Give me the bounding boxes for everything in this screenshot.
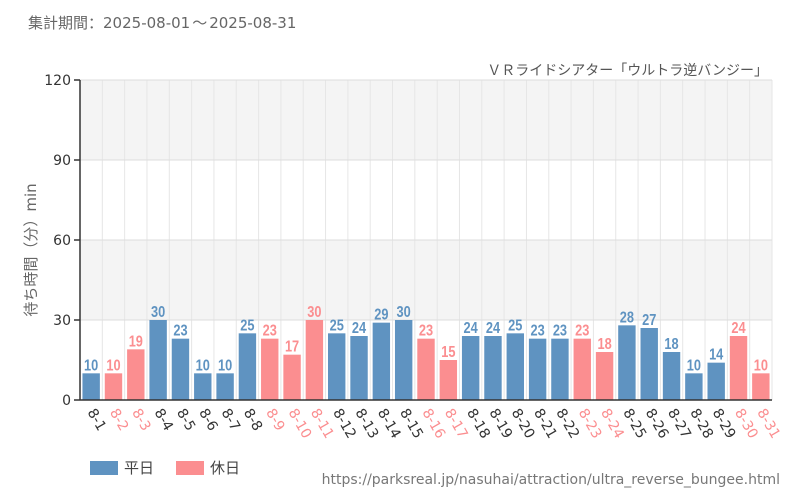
bar-8-25 bbox=[618, 325, 636, 400]
x-tick-label: 8-31 bbox=[753, 406, 783, 442]
bar-8-2 bbox=[104, 373, 123, 400]
value-label: 24 bbox=[731, 320, 745, 338]
bar-8-23 bbox=[573, 338, 591, 400]
period-start: 2025-08-01 bbox=[103, 14, 191, 32]
value-label: 24 bbox=[352, 320, 366, 338]
x-tick-label: 8-6 bbox=[195, 406, 220, 434]
y-tick-label: 90 bbox=[53, 153, 71, 169]
bar-8-29 bbox=[707, 362, 725, 400]
value-label: 25 bbox=[508, 317, 522, 335]
value-label: 30 bbox=[307, 304, 321, 322]
value-label: 10 bbox=[84, 357, 98, 375]
value-label: 23 bbox=[173, 322, 187, 340]
bar-8-5 bbox=[171, 338, 190, 400]
legend-weekday[interactable]: 平日 bbox=[90, 457, 154, 478]
legend-holiday-swatch bbox=[176, 460, 205, 475]
bar-8-7 bbox=[216, 373, 234, 400]
bar-8-10 bbox=[283, 354, 301, 400]
bar-8-22 bbox=[551, 338, 569, 400]
value-label: 23 bbox=[531, 322, 545, 340]
value-label: 23 bbox=[575, 322, 589, 340]
y-tick-label: 30 bbox=[53, 313, 71, 329]
x-tick-label: 8-9 bbox=[262, 406, 287, 434]
value-label: 23 bbox=[419, 322, 433, 340]
value-label: 19 bbox=[129, 333, 143, 351]
x-tick-labels: 8-18-28-38-48-58-68-78-88-98-108-118-128… bbox=[84, 406, 783, 442]
period-end: 2025-08-31 bbox=[209, 14, 297, 32]
value-label: 18 bbox=[597, 336, 611, 354]
value-label: 30 bbox=[397, 304, 411, 322]
y-tick-label: 60 bbox=[53, 233, 71, 249]
bar-8-30 bbox=[729, 336, 748, 400]
y-tick-label: 0 bbox=[62, 393, 71, 409]
bar-8-28 bbox=[685, 373, 703, 400]
bar-8-31 bbox=[752, 373, 770, 400]
x-tick-label: 8-8 bbox=[240, 406, 265, 434]
value-label: 24 bbox=[464, 320, 478, 338]
bar-8-14 bbox=[372, 322, 391, 400]
y-tick-label: 120 bbox=[44, 73, 71, 89]
bar-8-18 bbox=[461, 336, 480, 400]
bar-8-3 bbox=[127, 349, 145, 400]
bar-8-19 bbox=[484, 336, 502, 400]
period-text: 集計期間：2025-08-01 ～ 2025-08-31 bbox=[28, 12, 296, 33]
value-label: 17 bbox=[285, 338, 299, 356]
bar-8-4 bbox=[149, 320, 167, 400]
bar-8-16 bbox=[417, 338, 435, 400]
bar-8-9 bbox=[261, 338, 279, 400]
legend-holiday[interactable]: 休日 bbox=[176, 457, 240, 478]
x-tick-label: 8-1 bbox=[84, 406, 109, 434]
x-tick-label: 8-7 bbox=[218, 406, 243, 434]
bar-8-11 bbox=[305, 320, 324, 400]
value-label: 23 bbox=[263, 322, 277, 340]
value-label: 10 bbox=[218, 357, 232, 375]
value-label: 10 bbox=[754, 357, 768, 375]
x-tick-label: 8-3 bbox=[128, 406, 153, 434]
value-label: 15 bbox=[441, 344, 455, 362]
value-label: 10 bbox=[106, 357, 120, 375]
attraction-title: ＶＲライドシアター「ウルトラ逆バンジー」 bbox=[487, 63, 768, 79]
x-tick-label: 8-4 bbox=[151, 406, 176, 434]
legend-weekday-swatch bbox=[90, 460, 118, 475]
x-tick-label: 8-2 bbox=[106, 406, 131, 434]
bar-8-21 bbox=[528, 338, 547, 400]
bar-8-8 bbox=[238, 333, 257, 400]
bar-8-17 bbox=[439, 360, 458, 400]
bar-8-6 bbox=[194, 373, 212, 400]
legend-weekday-label: 平日 bbox=[124, 459, 155, 477]
value-label: 25 bbox=[240, 317, 254, 335]
period-separator: ～ bbox=[192, 14, 208, 32]
value-label: 10 bbox=[687, 357, 701, 375]
bar-8-20 bbox=[506, 333, 524, 400]
bar-8-24 bbox=[595, 352, 614, 400]
value-labels: 10 10 19 30 23 10 10 25 23 17 30 25 24 29 30 23 15 24 24 25… bbox=[84, 304, 768, 375]
grid-band bbox=[80, 240, 772, 320]
bar-8-26 bbox=[640, 328, 658, 400]
period-label: 集計期間： bbox=[28, 14, 104, 32]
bar-8-13 bbox=[350, 336, 368, 400]
bar-8-15 bbox=[394, 320, 413, 400]
value-label: 23 bbox=[553, 322, 567, 340]
value-label: 18 bbox=[664, 336, 678, 354]
legend: 平日 休日 bbox=[90, 457, 262, 478]
value-label: 25 bbox=[330, 317, 344, 335]
y-tick-labels: 0 30 60 90 120 bbox=[44, 73, 71, 409]
legend-holiday-label: 休日 bbox=[210, 459, 241, 477]
value-label: 24 bbox=[486, 320, 500, 338]
value-label: 27 bbox=[642, 312, 656, 330]
bars bbox=[82, 320, 770, 400]
value-label: 29 bbox=[374, 306, 388, 324]
axes bbox=[74, 79, 772, 401]
source-url[interactable]: https://parksreal.jp/nasuhai/attraction/… bbox=[321, 472, 780, 488]
bar-8-12 bbox=[328, 333, 346, 400]
grid-band bbox=[80, 80, 772, 160]
value-label: 10 bbox=[196, 357, 210, 375]
bar-8-1 bbox=[82, 373, 100, 400]
value-label: 14 bbox=[709, 346, 723, 364]
value-label: 28 bbox=[620, 309, 634, 327]
bar-8-27 bbox=[662, 352, 681, 400]
value-label: 30 bbox=[151, 304, 165, 322]
x-tick-label: 8-5 bbox=[173, 406, 198, 434]
